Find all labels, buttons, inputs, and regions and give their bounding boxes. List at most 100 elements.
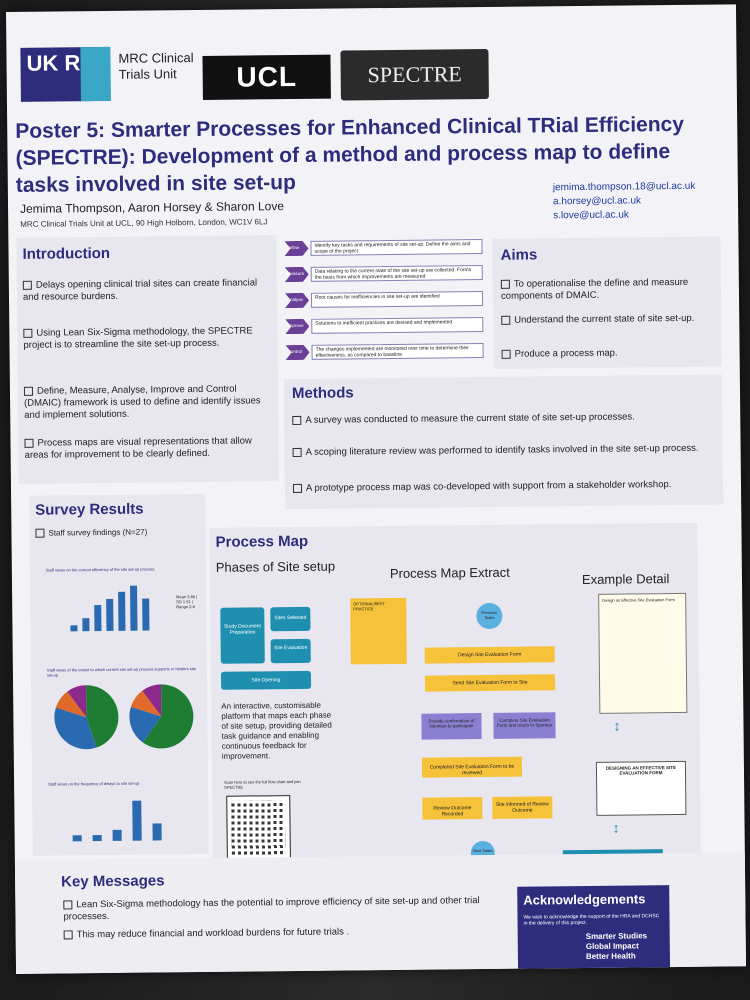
checkbox-icon: [501, 349, 511, 359]
pie-slice: [54, 707, 97, 750]
acknowledgements-panel: Acknowledgements We wish to acknowledge …: [517, 885, 671, 974]
dmaic-label: Improve: [287, 322, 304, 329]
chart-bar: [94, 605, 102, 632]
methods-item: A survey was conducted to measure the cu…: [305, 411, 635, 426]
checkbox-icon: [292, 415, 302, 426]
pie-slice: [67, 685, 87, 718]
checkbox-icon: [500, 279, 510, 289]
dmaic-text: Root causes for inefficiencies in site s…: [310, 291, 484, 308]
flow-node[interactable]: Complete Site Evaluation Form and return…: [493, 712, 556, 739]
chart-bar: [70, 624, 78, 632]
dmaic-text: Identify key tasks and requirements of s…: [310, 239, 483, 256]
chart-bar: [82, 618, 90, 632]
detail-card: DESIGNING AN EFFECTIVE SITE EVALUATION F…: [595, 760, 687, 816]
detail-title: Example Detail: [581, 571, 670, 587]
ack-title: Acknowledgements: [523, 891, 646, 908]
extract-title: Process Map Extract: [389, 564, 510, 582]
chart-title: Staff views on the current efficiency of…: [45, 566, 155, 573]
arrow-updown-icon: ↕: [613, 717, 621, 734]
dmaic-label: Control: [287, 348, 303, 355]
dmaic-label: Define: [286, 244, 300, 251]
introduction-panel: Introduction Delays opening clinical tri…: [16, 235, 279, 484]
survey-subtitle: Staff survey findings (N=27): [48, 527, 148, 538]
intro-item: Define, Measure, Analyse, Improve and Co…: [24, 383, 261, 421]
pie-chart: [129, 684, 194, 749]
phase-box[interactable]: Sites Selected: [270, 606, 311, 632]
mrc-logo-text: MRC Clinical Trials Unit: [118, 50, 194, 82]
dmaic-text: Data relating to the current state of th…: [310, 265, 483, 282]
checkbox-icon: [292, 483, 303, 494]
flow-node[interactable]: Design Site Evaluation Form: [424, 646, 555, 664]
intro-item: Using Lean Six-Sigma methodology, the SP…: [23, 325, 253, 351]
checkbox-icon: [24, 438, 34, 448]
chart-bar: [142, 598, 150, 631]
checkbox-icon: [22, 280, 32, 290]
tagline-line: Global Impact: [585, 941, 639, 951]
checkbox-icon: [63, 900, 73, 910]
phase-box[interactable]: Site Opening: [220, 670, 312, 690]
pie-slice: [55, 691, 87, 718]
chart-title: Staff views on the frequency of delays t…: [48, 780, 140, 787]
pie-slice: [129, 706, 162, 743]
survey-title: Survey Results: [35, 500, 144, 519]
affiliation: MRC Clinical Trials Unit at UCL, 90 High…: [20, 217, 268, 229]
phases-title: Phases of Site setup: [215, 558, 336, 575]
methods-item: A scoping literature review was performe…: [305, 442, 699, 458]
ack-tagline: Smarter Studies Global Impact Better Hea…: [586, 931, 648, 962]
ucl-logo: UCL: [202, 54, 331, 100]
chart-bar: [112, 829, 122, 841]
dmaic-label: Analyse: [287, 296, 304, 303]
chart-stats: Mean 3.86 | SD 1.91 | Range 2-6: [176, 594, 198, 610]
arrow-updown-icon: ↕: [612, 819, 620, 836]
introduction-title: Introduction: [22, 244, 111, 263]
intro-item: Delays opening clinical trial sites can …: [22, 277, 258, 303]
chart-bar: [132, 800, 142, 841]
chart-bar: [130, 585, 138, 631]
qr-caption: Scan here to see the full flow chart and…: [224, 778, 301, 790]
dmaic-text: Solutions to inefficient practices are d…: [311, 317, 484, 334]
pie-slice: [130, 690, 162, 717]
spectre-logo: SPECTRE: [340, 48, 489, 101]
pie-slice: [86, 685, 119, 748]
phase-box[interactable]: Site Evaluation: [270, 638, 311, 664]
intro-item: Process maps are visual representations …: [24, 435, 252, 461]
key-messages-title: Key Messages: [61, 872, 165, 891]
checkbox-icon: [501, 315, 511, 325]
process-description: An interactive, customisable platform th…: [221, 700, 332, 761]
tagline-line: Smarter Studies: [585, 931, 648, 941]
survey-panel: Survey Results Staff survey findings (N=…: [29, 493, 209, 856]
phase-box[interactable]: Study Document Preparation: [220, 607, 265, 664]
aims-item: Understand the current state of site set…: [514, 312, 695, 326]
flow-node[interactable]: Completed Site Evaluation Form to be rev…: [421, 756, 523, 778]
chart-bar: [106, 598, 114, 631]
flow-node[interactable]: Send Site Evaluation Form to Site: [424, 674, 556, 692]
flow-node[interactable]: Provide confirmation of intention to par…: [421, 713, 482, 740]
tagline-line: Better Health: [585, 951, 636, 961]
email-link[interactable]: a.horsey@ucl.ac.uk: [552, 195, 642, 208]
pie-chart: [54, 685, 119, 750]
email-link[interactable]: jemima.thompson.18@ucl.ac.uk: [552, 180, 696, 194]
key-message-item: Lean Six-Sigma methodology has the poten…: [63, 895, 480, 923]
methods-item: A prototype process map was co-developed…: [305, 479, 672, 494]
detail-card: Design an Effective Site Evaluation Form: [598, 592, 688, 714]
methods-panel: Methods A survey was conducted to measur…: [283, 374, 724, 510]
optional-box[interactable]: OPTIONAL/BEST PRACTICE: [350, 597, 407, 665]
checkbox-icon: [23, 328, 33, 338]
pie-slice: [142, 684, 194, 749]
checkbox-icon: [23, 386, 34, 396]
qr-code-icon[interactable]: [226, 795, 291, 860]
flow-start-node[interactable]: Previous Tasks: [476, 602, 503, 630]
poster: UK RI MRC Clinical Trials Unit UCL SPECT…: [6, 4, 747, 974]
dmaic-text: The changes implemented are monitored ov…: [311, 343, 484, 360]
methods-title: Methods: [291, 384, 354, 403]
pie-slice: [142, 684, 162, 717]
flow-node[interactable]: Review Outcome Recorded: [422, 797, 483, 820]
email-link[interactable]: s.love@ucl.ac.uk: [553, 209, 629, 222]
flow-node[interactable]: Site informed of Review Outcome: [492, 796, 553, 819]
aims-item: To operationalise the define and measure…: [500, 276, 689, 302]
chart-bar: [118, 591, 126, 631]
aims-title: Aims: [500, 246, 538, 264]
chart-bar: [152, 823, 162, 841]
delays-bar-chart: [72, 794, 182, 842]
checkbox-icon: [35, 529, 45, 539]
